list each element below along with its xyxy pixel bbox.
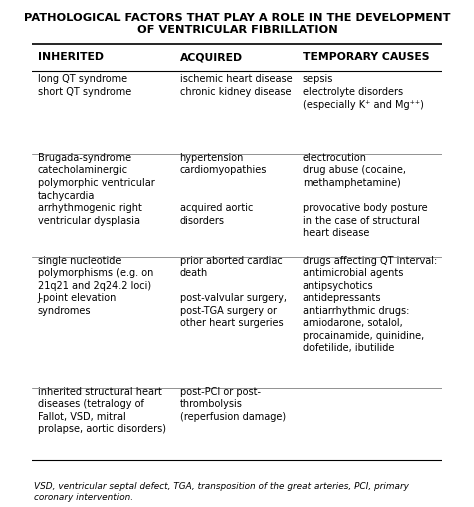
- Text: electrocution
drug abuse (cocaine,
methamphetamine)

provocative body posture
in: electrocution drug abuse (cocaine, metha…: [303, 153, 428, 238]
- Text: post-PCI or post-
thrombolysis
(reperfusion damage): post-PCI or post- thrombolysis (reperfus…: [180, 387, 286, 422]
- Text: PATHOLOGICAL FACTORS THAT PLAY A ROLE IN THE DEVELOPMENT
OF VENTRICULAR FIBRILLA: PATHOLOGICAL FACTORS THAT PLAY A ROLE IN…: [24, 13, 450, 35]
- Text: single nucleotide
polymorphisms (e.g. on
21q21 and 2q24.2 loci)
J-point elevatio: single nucleotide polymorphisms (e.g. on…: [38, 256, 153, 316]
- Text: INHERITED: INHERITED: [38, 52, 104, 62]
- Text: TEMPORARY CAUSES: TEMPORARY CAUSES: [303, 52, 429, 62]
- Text: inherited structural heart
diseases (tetralogy of
Fallot, VSD, mitral
prolapse, : inherited structural heart diseases (tet…: [38, 387, 166, 434]
- Text: prior aborted cardiac
death

post-valvular surgery,
post-TGA surgery or
other he: prior aborted cardiac death post-valvula…: [180, 256, 286, 329]
- Text: ischemic heart disease
chronic kidney disease: ischemic heart disease chronic kidney di…: [180, 75, 292, 97]
- Text: drugs affecting QT interval:
antimicrobial agents
antipsychotics
antidepressants: drugs affecting QT interval: antimicrobi…: [303, 256, 437, 353]
- Text: long QT syndrome
short QT syndrome: long QT syndrome short QT syndrome: [38, 75, 131, 97]
- Text: Brugada-syndrome
catecholaminergic
polymorphic ventricular
tachycardia
arrhythmo: Brugada-syndrome catecholaminergic polym…: [38, 153, 155, 226]
- Text: hypertension
cardiomyopathies


acquired aortic
disorders: hypertension cardiomyopathies acquired a…: [180, 153, 267, 226]
- Text: sepsis
electrolyte disorders
(especially K⁺ and Mg⁺⁺): sepsis electrolyte disorders (especially…: [303, 75, 424, 110]
- Text: ACQUIRED: ACQUIRED: [180, 52, 243, 62]
- Text: VSD, ventricular septal defect, TGA, transposition of the great arteries, PCI, p: VSD, ventricular septal defect, TGA, tra…: [34, 482, 409, 502]
